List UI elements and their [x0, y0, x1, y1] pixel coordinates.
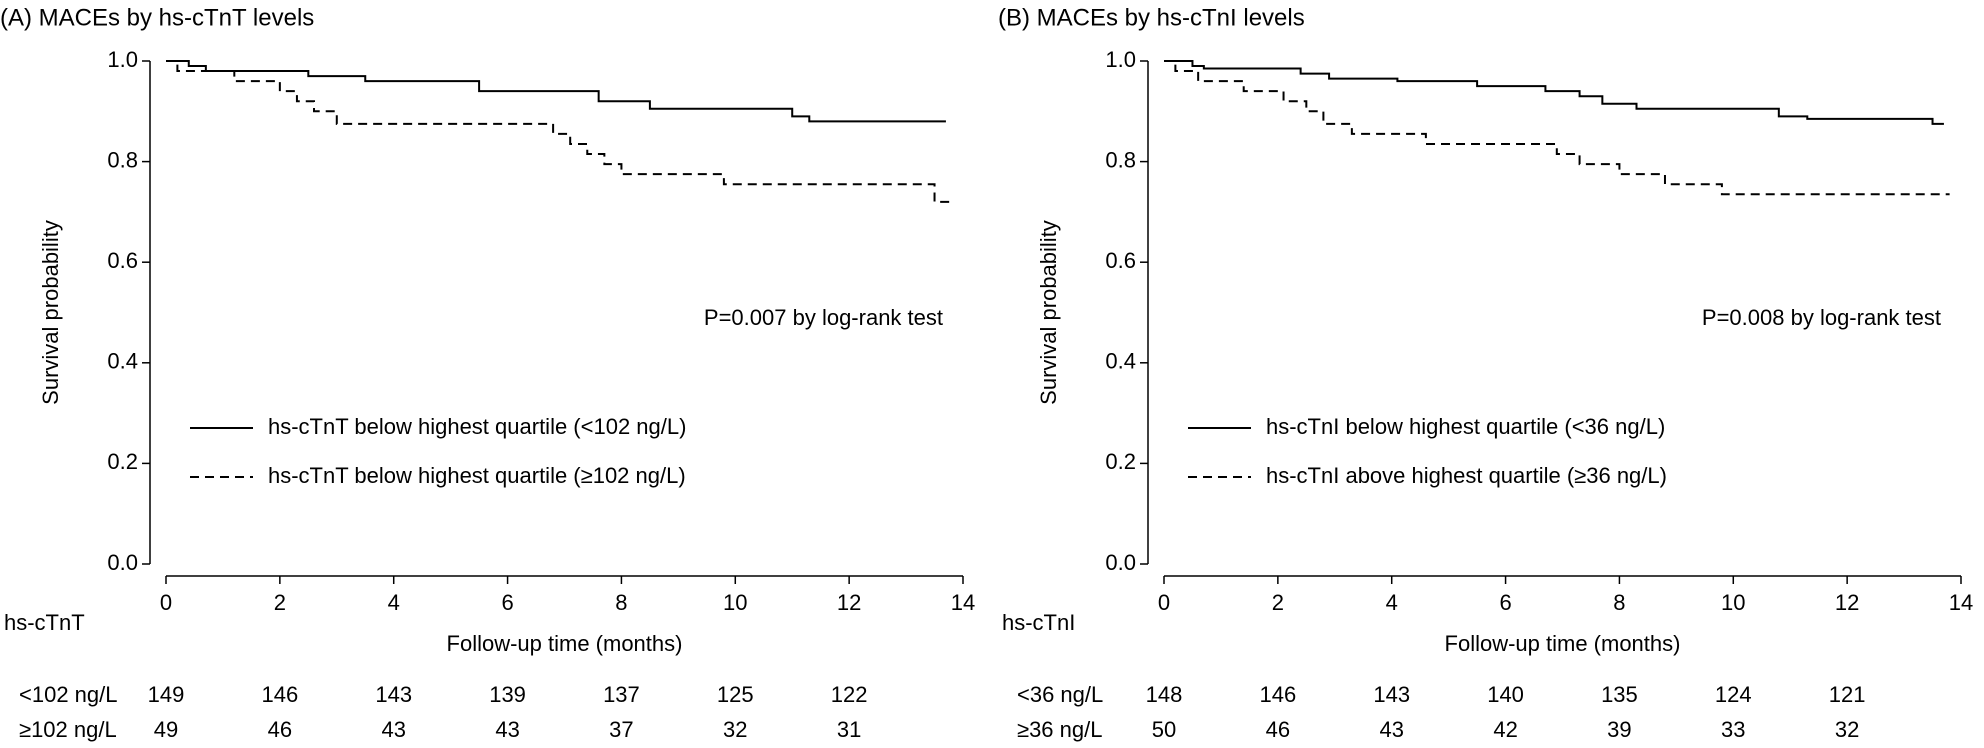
x-tick-label: 8: [1613, 590, 1625, 615]
x-tick-label: 12: [837, 590, 861, 615]
y-tick-label: 0.4: [1105, 349, 1136, 374]
x-axis-label: Follow-up time (months): [1445, 631, 1681, 656]
risk-count: 37: [609, 717, 633, 742]
y-tick-label: 0.6: [1105, 248, 1136, 273]
risk-count: 46: [1266, 717, 1290, 742]
x-tick-label: 10: [1721, 590, 1745, 615]
risk-row-label: <36 ng/L: [1017, 682, 1103, 707]
x-axis-label: Follow-up time (months): [447, 631, 683, 656]
survival-curve: [1164, 60, 1950, 196]
x-tick-label: 0: [160, 590, 172, 615]
annotation: P=0.007 by log-rank test: [704, 305, 943, 330]
legend-label: hs-cTnI below highest quartile (<36 ng/L…: [1266, 414, 1665, 439]
annotation: P=0.008 by log-rank test: [1702, 305, 1941, 330]
risk-count: 149: [148, 682, 185, 707]
y-tick-label: 0.2: [107, 449, 138, 474]
x-tick-label: 0: [1158, 590, 1170, 615]
y-tick-label: 1.0: [1105, 47, 1136, 72]
risk-count: 139: [489, 682, 526, 707]
risk-count: 137: [603, 682, 640, 707]
risk-count: 42: [1493, 717, 1517, 742]
risk-count: 146: [261, 682, 298, 707]
legend-label: hs-cTnT below highest quartile (<102 ng/…: [268, 414, 686, 439]
risk-table-title: hs-cTnI: [1002, 610, 1075, 635]
survival-curve: [166, 60, 952, 203]
risk-count: 148: [1146, 682, 1183, 707]
x-tick-label: 14: [951, 590, 975, 615]
risk-count: 125: [717, 682, 754, 707]
risk-count: 124: [1715, 682, 1752, 707]
x-tick-label: 6: [501, 590, 513, 615]
y-axis-label: Survival probability: [1036, 220, 1061, 405]
risk-count: 135: [1601, 682, 1638, 707]
risk-count: 43: [381, 717, 405, 742]
x-tick-label: 12: [1835, 590, 1859, 615]
legend-label: hs-cTnI above highest quartile (≥36 ng/L…: [1266, 463, 1667, 488]
x-tick-label: 4: [388, 590, 400, 615]
chart-title: (B) MACEs by hs-cTnI levels: [998, 4, 1305, 31]
risk-count: 39: [1607, 717, 1631, 742]
survival-curve: [166, 60, 946, 123]
x-tick-label: 4: [1386, 590, 1398, 615]
x-tick-label: 8: [615, 590, 627, 615]
y-tick-label: 0.4: [107, 349, 138, 374]
risk-row-label: <102 ng/L: [19, 682, 117, 707]
y-tick-label: 0.2: [1105, 449, 1136, 474]
risk-count: 122: [831, 682, 868, 707]
x-tick-label: 2: [274, 590, 286, 615]
risk-table-title: hs-cTnT: [4, 610, 85, 635]
risk-count: 43: [1379, 717, 1403, 742]
risk-count: 43: [495, 717, 519, 742]
y-tick-label: 1.0: [107, 47, 138, 72]
risk-count: 143: [375, 682, 412, 707]
risk-count: 50: [1152, 717, 1176, 742]
y-tick-label: 0.6: [107, 248, 138, 273]
risk-count: 140: [1487, 682, 1524, 707]
y-tick-label: 0.8: [1105, 147, 1136, 172]
risk-count: 146: [1259, 682, 1296, 707]
risk-count: 121: [1829, 682, 1866, 707]
risk-count: 46: [268, 717, 292, 742]
x-tick-label: 2: [1272, 590, 1284, 615]
risk-row-label: ≥36 ng/L: [1017, 717, 1102, 742]
x-tick-label: 6: [1499, 590, 1511, 615]
x-tick-label: 14: [1949, 590, 1973, 615]
risk-row-label: ≥102 ng/L: [19, 717, 117, 742]
risk-count: 49: [154, 717, 178, 742]
legend-label: hs-cTnT below highest quartile (≥102 ng/…: [268, 463, 686, 488]
x-tick-label: 10: [723, 590, 747, 615]
risk-count: 32: [1835, 717, 1859, 742]
risk-count: 143: [1373, 682, 1410, 707]
y-tick-label: 0.0: [107, 550, 138, 575]
risk-count: 32: [723, 717, 747, 742]
y-axis-label: Survival probability: [38, 220, 63, 405]
chart-title: (A) MACEs by hs-cTnT levels: [0, 4, 314, 31]
survival-curve: [1164, 60, 1944, 125]
y-tick-label: 0.8: [107, 147, 138, 172]
risk-count: 33: [1721, 717, 1745, 742]
y-tick-label: 0.0: [1105, 550, 1136, 575]
risk-count: 31: [837, 717, 861, 742]
